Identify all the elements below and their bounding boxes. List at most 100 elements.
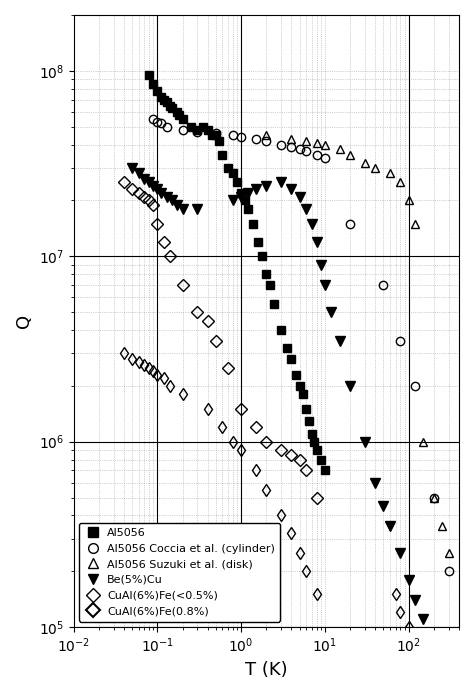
Be(5%)Cu [318, 260, 324, 269]
CuAl(6%)Fe(0.8%) [167, 382, 173, 390]
Be(5%)Cu [322, 281, 328, 289]
Al5056 Suzuki et al. (disk) [387, 169, 393, 178]
Al5056 [297, 382, 302, 390]
Al5056 Suzuki et al. (disk) [420, 437, 426, 446]
Al5056 Suzuki et al. (disk) [398, 178, 403, 187]
Al5056 [167, 101, 173, 110]
Al5056 [194, 126, 200, 134]
Al5056 [303, 405, 309, 413]
Be(5%)Cu [398, 549, 403, 557]
Al5056 [188, 122, 193, 130]
Al5056 Suzuki et al. (disk) [373, 164, 378, 172]
Al5056 [213, 131, 219, 139]
Legend: Al5056, Al5056 Coccia et al. (cylinder), Al5056 Suzuki et al. (disk), Be(5%)Cu, : Al5056, Al5056 Coccia et al. (cylinder),… [79, 523, 280, 622]
Al5056 Coccia et al. (cylinder) [230, 131, 236, 139]
Al5056 Coccia et al. (cylinder) [297, 144, 302, 153]
Al5056 [161, 95, 167, 103]
Al5056 Suzuki et al. (disk) [264, 131, 269, 139]
Al5056 [260, 252, 265, 260]
Al5056 [209, 131, 215, 139]
Al5056 Suzuki et al. (disk) [439, 522, 445, 530]
CuAl(6%)Fe(<0.5%) [205, 316, 210, 325]
Be(5%)Cu [309, 219, 315, 228]
Be(5%)Cu [151, 182, 156, 190]
Al5056 Coccia et al. (cylinder) [381, 281, 386, 289]
Line: Al5056: Al5056 [145, 71, 329, 475]
CuAl(6%)Fe(0.8%) [393, 591, 399, 599]
CuAl(6%)Fe(<0.5%) [297, 455, 302, 464]
Be(5%)Cu [337, 337, 342, 345]
Al5056 [230, 169, 236, 178]
Be(5%)Cu [169, 196, 175, 205]
Al5056 [278, 326, 284, 335]
Al5056 Coccia et al. (cylinder) [314, 151, 319, 160]
Al5056 [169, 104, 175, 112]
Be(5%)Cu [245, 189, 251, 197]
Al5056 [289, 355, 294, 363]
Al5056 Coccia et al. (cylinder) [278, 140, 284, 149]
Al5056 Coccia et al. (cylinder) [303, 146, 309, 155]
Al5056 Suzuki et al. (disk) [406, 196, 411, 205]
Al5056 [255, 237, 261, 246]
CuAl(6%)Fe(0.8%) [297, 549, 302, 557]
Be(5%)Cu [278, 178, 284, 187]
Al5056 Coccia et al. (cylinder) [446, 567, 451, 575]
CuAl(6%)Fe(<0.5%) [253, 423, 259, 431]
Al5056 Suzuki et al. (disk) [337, 144, 342, 153]
Be(5%)Cu [314, 237, 319, 246]
Line: CuAl(6%)Fe(<0.5%): CuAl(6%)Fe(<0.5%) [120, 178, 321, 502]
CuAl(6%)Fe(0.8%) [406, 623, 411, 632]
Be(5%)Cu [420, 616, 426, 624]
Be(5%)Cu [347, 382, 353, 390]
CuAl(6%)Fe(0.8%) [238, 446, 244, 455]
Al5056 Suzuki et al. (disk) [303, 137, 309, 145]
CuAl(6%)Fe(0.8%) [264, 486, 269, 494]
Be(5%)Cu [174, 201, 180, 209]
Al5056 Suzuki et al. (disk) [412, 219, 418, 228]
CuAl(6%)Fe(0.8%) [420, 652, 426, 660]
Al5056 Coccia et al. (cylinder) [155, 118, 160, 126]
Al5056 [225, 164, 231, 172]
Al5056 [242, 196, 247, 205]
Al5056 Coccia et al. (cylinder) [151, 115, 156, 123]
Be(5%)Cu [155, 185, 160, 194]
CuAl(6%)Fe(0.8%) [161, 374, 167, 382]
Al5056 Coccia et al. (cylinder) [213, 129, 219, 137]
Al5056 Suzuki et al. (disk) [347, 151, 353, 160]
Al5056 [300, 390, 306, 398]
Al5056 [309, 430, 315, 438]
CuAl(6%)Fe(<0.5%) [136, 189, 142, 197]
CuAl(6%)Fe(<0.5%) [314, 493, 319, 502]
Line: Al5056 Suzuki et al. (disk): Al5056 Suzuki et al. (disk) [262, 131, 453, 557]
Al5056 Coccia et al. (cylinder) [412, 382, 418, 390]
Y-axis label: Q: Q [15, 314, 33, 328]
CuAl(6%)Fe(<0.5%) [146, 196, 152, 205]
CuAl(6%)Fe(<0.5%) [161, 237, 167, 246]
Al5056 Coccia et al. (cylinder) [347, 219, 353, 228]
CuAl(6%)Fe(0.8%) [303, 567, 309, 575]
CuAl(6%)Fe(0.8%) [151, 367, 156, 375]
Be(5%)Cu [238, 192, 244, 201]
Al5056 Suzuki et al. (disk) [289, 135, 294, 143]
Al5056 [180, 115, 185, 123]
Al5056 [293, 371, 299, 379]
Be(5%)Cu [129, 164, 135, 172]
Al5056 Suzuki et al. (disk) [314, 139, 319, 147]
Al5056 [164, 98, 170, 106]
CuAl(6%)Fe(<0.5%) [180, 281, 185, 289]
X-axis label: T (K): T (K) [245, 661, 288, 679]
CuAl(6%)Fe(0.8%) [121, 349, 127, 357]
Al5056 [200, 122, 206, 130]
CuAl(6%)Fe(<0.5%) [303, 466, 309, 475]
Be(5%)Cu [136, 169, 142, 178]
CuAl(6%)Fe(0.8%) [155, 371, 160, 379]
Al5056 [217, 137, 222, 145]
Be(5%)Cu [373, 479, 378, 487]
Al5056 Suzuki et al. (disk) [322, 140, 328, 149]
Al5056 Coccia et al. (cylinder) [322, 153, 328, 162]
Al5056 Coccia et al. (cylinder) [431, 493, 437, 502]
CuAl(6%)Fe(0.8%) [142, 361, 147, 369]
Al5056 Coccia et al. (cylinder) [398, 337, 403, 345]
Al5056 [146, 71, 152, 79]
Be(5%)Cu [362, 437, 368, 446]
